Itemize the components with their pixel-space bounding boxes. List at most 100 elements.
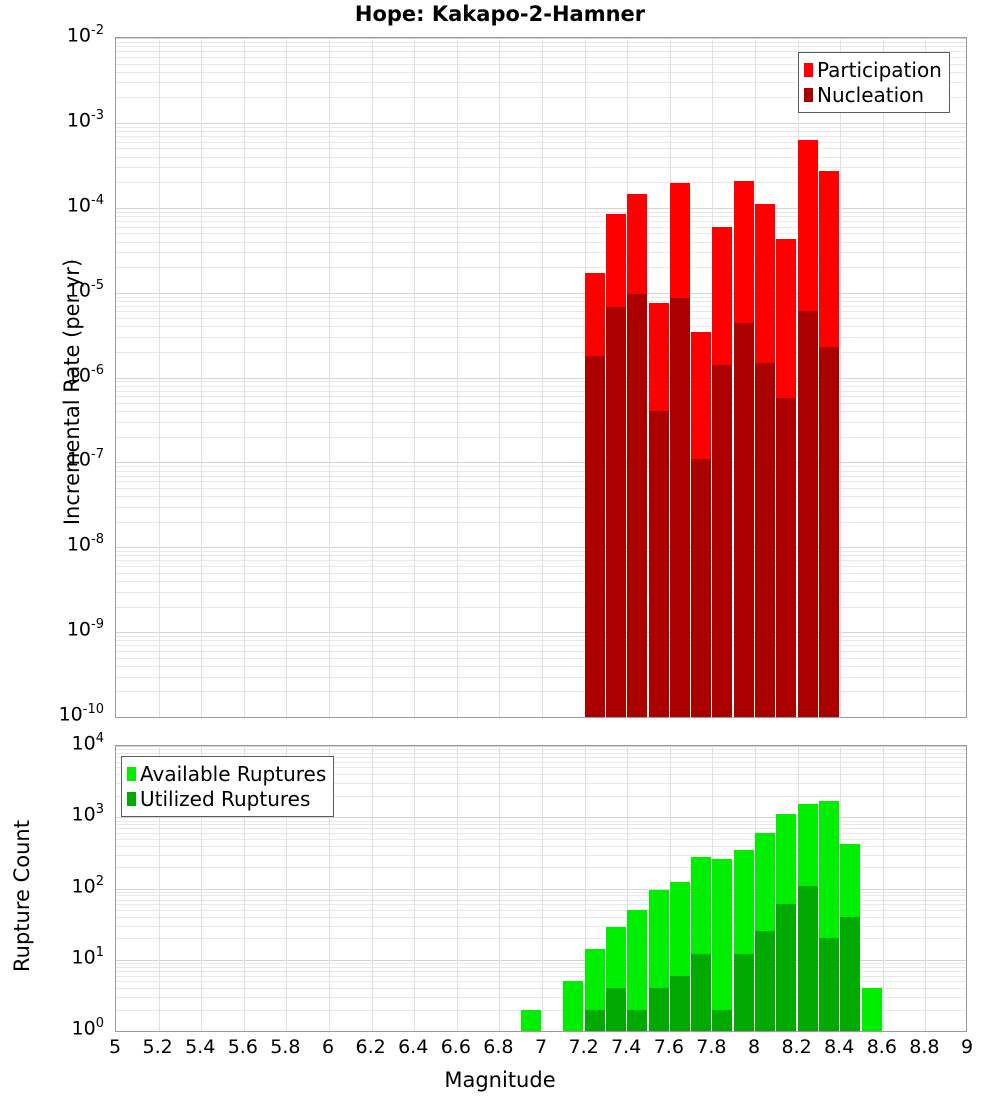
x-axis-tick-label: 8.2 [781,1036,812,1058]
bar-segment-nucleation [691,458,711,717]
gridline [116,167,966,168]
x-axis-tick-label: 7.2 [568,1036,599,1058]
gridline [116,337,966,338]
gridline [116,753,966,754]
x-axis-tick-label: 7.8 [696,1036,727,1058]
bar-segment-available [712,858,732,1031]
bar [819,171,839,717]
gridline [116,824,966,825]
gridline [116,437,966,438]
gridline [116,833,966,834]
gridline [116,757,966,758]
legend-label-utilized-ruptures: Utilized Ruptures [140,786,311,811]
gridline [116,796,966,797]
bar [691,856,711,1031]
gridline [116,462,966,463]
gridline [116,378,966,379]
bar [585,273,605,717]
bar-segment-nucleation [627,293,647,717]
gridline [116,960,966,961]
gridline-vertical [457,38,458,717]
x-axis-tick-label: 8.8 [909,1036,940,1058]
gridline-vertical [372,746,373,1031]
gridline [116,57,966,58]
x-axis-tick-label: 9 [960,1036,974,1058]
legend-item-utilized-ruptures: Utilized Ruptures [127,786,326,811]
bar [734,849,754,1031]
gridline [116,301,966,302]
bar-segment-utilized [670,975,690,1031]
gridline [116,233,966,234]
bar [563,981,583,1031]
gridline [116,82,966,83]
gridline [116,522,966,523]
y-axis-tick-label: 101 [71,944,104,969]
gridline-vertical [414,746,415,1031]
x-axis-tick-label: 5.4 [185,1036,216,1058]
bar [606,213,626,717]
x-axis-tick-label: 7 [534,1036,548,1058]
gridline [116,148,966,149]
rupture-count-plot [115,745,967,1032]
gridline [116,988,966,989]
bar [712,226,732,717]
gridline [116,967,966,968]
gridline [116,749,966,750]
x-axis-tick-label: 7.4 [611,1036,642,1058]
gridline-vertical [542,746,543,1031]
gridline [116,581,966,582]
bar-segment-utilized [691,954,711,1031]
gridline [116,46,966,47]
y-axis-tick-label: 10-5 [66,277,104,301]
x-axis-tick-label: 7.6 [653,1036,684,1058]
page-title: Hope: Kakapo-2-Hamner [354,2,646,26]
bar-segment-utilized [776,904,796,1031]
gridline [116,64,966,65]
legend-swatch-utilized-ruptures [127,791,136,806]
gridline [116,242,966,243]
gridline [116,981,966,982]
gridline [116,221,966,222]
gridline [116,297,966,298]
gridline [116,640,966,641]
bar-segment-utilized [798,885,818,1031]
bar [521,1009,541,1031]
gridline [116,573,966,574]
bar [776,238,796,717]
gridline-vertical [201,746,202,1031]
gridline [116,123,966,124]
gridline [116,1031,966,1032]
gridline [116,476,966,477]
gridline [116,867,966,868]
gridline-vertical [244,746,245,1031]
bar [776,814,796,1031]
gridline [116,592,966,593]
gridline [116,762,966,763]
gridline [116,212,966,213]
bar-segment-nucleation [734,322,754,717]
gridline [116,142,966,143]
bar [606,926,626,1031]
gridline [116,997,966,998]
legend-label-available-ruptures: Available Ruptures [140,761,327,786]
bar-segment-utilized [712,1009,732,1031]
gridline-vertical [286,38,287,717]
gridline [116,216,966,217]
gridline [116,821,966,822]
x-axis-tick-label: 5.6 [227,1036,258,1058]
bar-segment-nucleation [585,355,605,717]
gridline [116,51,966,52]
bar-segment-nucleation [670,298,690,717]
bar [755,832,775,1031]
bar-segment-nucleation [776,397,796,717]
bar-segment-nucleation [712,365,732,717]
gridline-vertical [201,38,202,717]
bar [734,181,754,717]
legend-label-participation: Participation [817,57,942,82]
bar-segment-utilized [627,1009,647,1031]
bar-segment-utilized [606,988,626,1031]
bar [862,988,882,1031]
y-axis-tick-label: 10-3 [66,107,104,132]
x-axis-tick-label: 6.4 [398,1036,429,1058]
